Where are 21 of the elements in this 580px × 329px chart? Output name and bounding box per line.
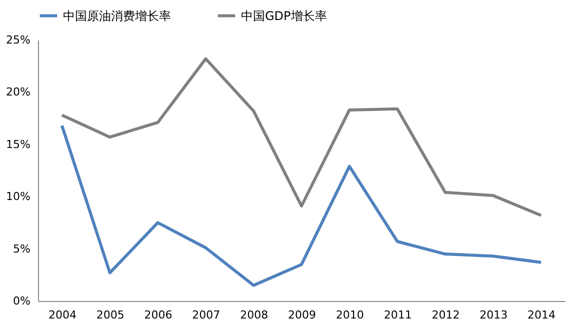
y-tick-label: 5% <box>13 242 30 256</box>
legend-label: 中国原油消费增长率 <box>63 8 171 23</box>
y-tick-label: 0% <box>13 294 30 308</box>
line-series <box>60 124 543 287</box>
y-tick-label: 15% <box>6 138 30 151</box>
line-series <box>60 57 543 217</box>
x-tick-label: 2014 <box>528 308 556 322</box>
legend-label: 中国GDP增长率 <box>241 8 327 23</box>
y-tick-label: 20% <box>6 86 30 99</box>
x-tick-label: 2011 <box>384 308 412 322</box>
x-tick-label: 2012 <box>432 308 460 322</box>
x-tick-label: 2008 <box>240 308 268 322</box>
x-tick-label: 2009 <box>288 308 316 322</box>
x-tick-label: 2006 <box>144 308 172 322</box>
x-tick-label: 2013 <box>480 308 508 322</box>
x-tick-label: 2007 <box>192 308 220 322</box>
x-tick-label: 2004 <box>48 308 76 322</box>
y-tick-label: 25% <box>6 34 30 46</box>
x-tick-label: 2010 <box>336 308 364 322</box>
x-tick-label: 2005 <box>96 308 124 322</box>
y-tick-label: 10% <box>6 190 30 204</box>
